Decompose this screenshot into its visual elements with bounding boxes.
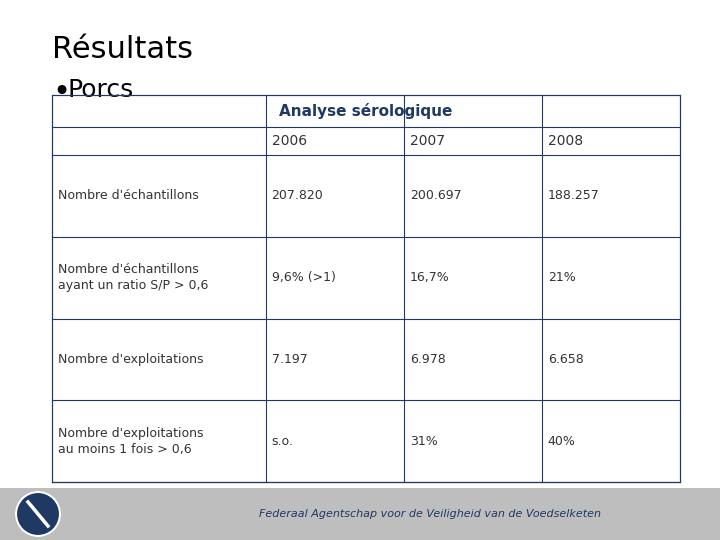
Text: 31%: 31%	[410, 435, 438, 448]
Text: Analyse sérologique: Analyse sérologique	[279, 103, 453, 119]
Text: 2007: 2007	[410, 134, 445, 148]
Text: 207.820: 207.820	[271, 190, 323, 202]
Text: 7.197: 7.197	[271, 353, 307, 366]
Text: 21%: 21%	[548, 271, 575, 284]
Text: Nombre d'échantillons: Nombre d'échantillons	[58, 190, 199, 202]
Text: 6.658: 6.658	[548, 353, 584, 366]
Text: s.o.: s.o.	[271, 435, 293, 448]
Text: 200.697: 200.697	[410, 190, 462, 202]
Text: Nombre d'exploitations: Nombre d'exploitations	[58, 353, 204, 366]
Circle shape	[16, 492, 60, 536]
Text: Nombre d'exploitations
au moins 1 fois > 0,6: Nombre d'exploitations au moins 1 fois >…	[58, 427, 204, 456]
Text: 16,7%: 16,7%	[410, 271, 449, 284]
Text: Nombre d'échantillons
ayant un ratio S/P > 0,6: Nombre d'échantillons ayant un ratio S/P…	[58, 263, 208, 292]
Text: Porcs: Porcs	[68, 78, 134, 102]
Text: Federaal Agentschap voor de Veiligheid van de Voedselketen: Federaal Agentschap voor de Veiligheid v…	[259, 509, 601, 519]
Text: Résultats: Résultats	[52, 35, 193, 64]
Text: 9,6% (>1): 9,6% (>1)	[271, 271, 336, 284]
Text: 188.257: 188.257	[548, 190, 600, 202]
Text: •: •	[52, 78, 70, 107]
Bar	[0, 488, 720, 540]
Bar	[52, 95, 680, 482]
Text: 2008: 2008	[548, 134, 583, 148]
Text: 2006: 2006	[271, 134, 307, 148]
Text: 40%: 40%	[548, 435, 576, 448]
Text: 6.978: 6.978	[410, 353, 446, 366]
